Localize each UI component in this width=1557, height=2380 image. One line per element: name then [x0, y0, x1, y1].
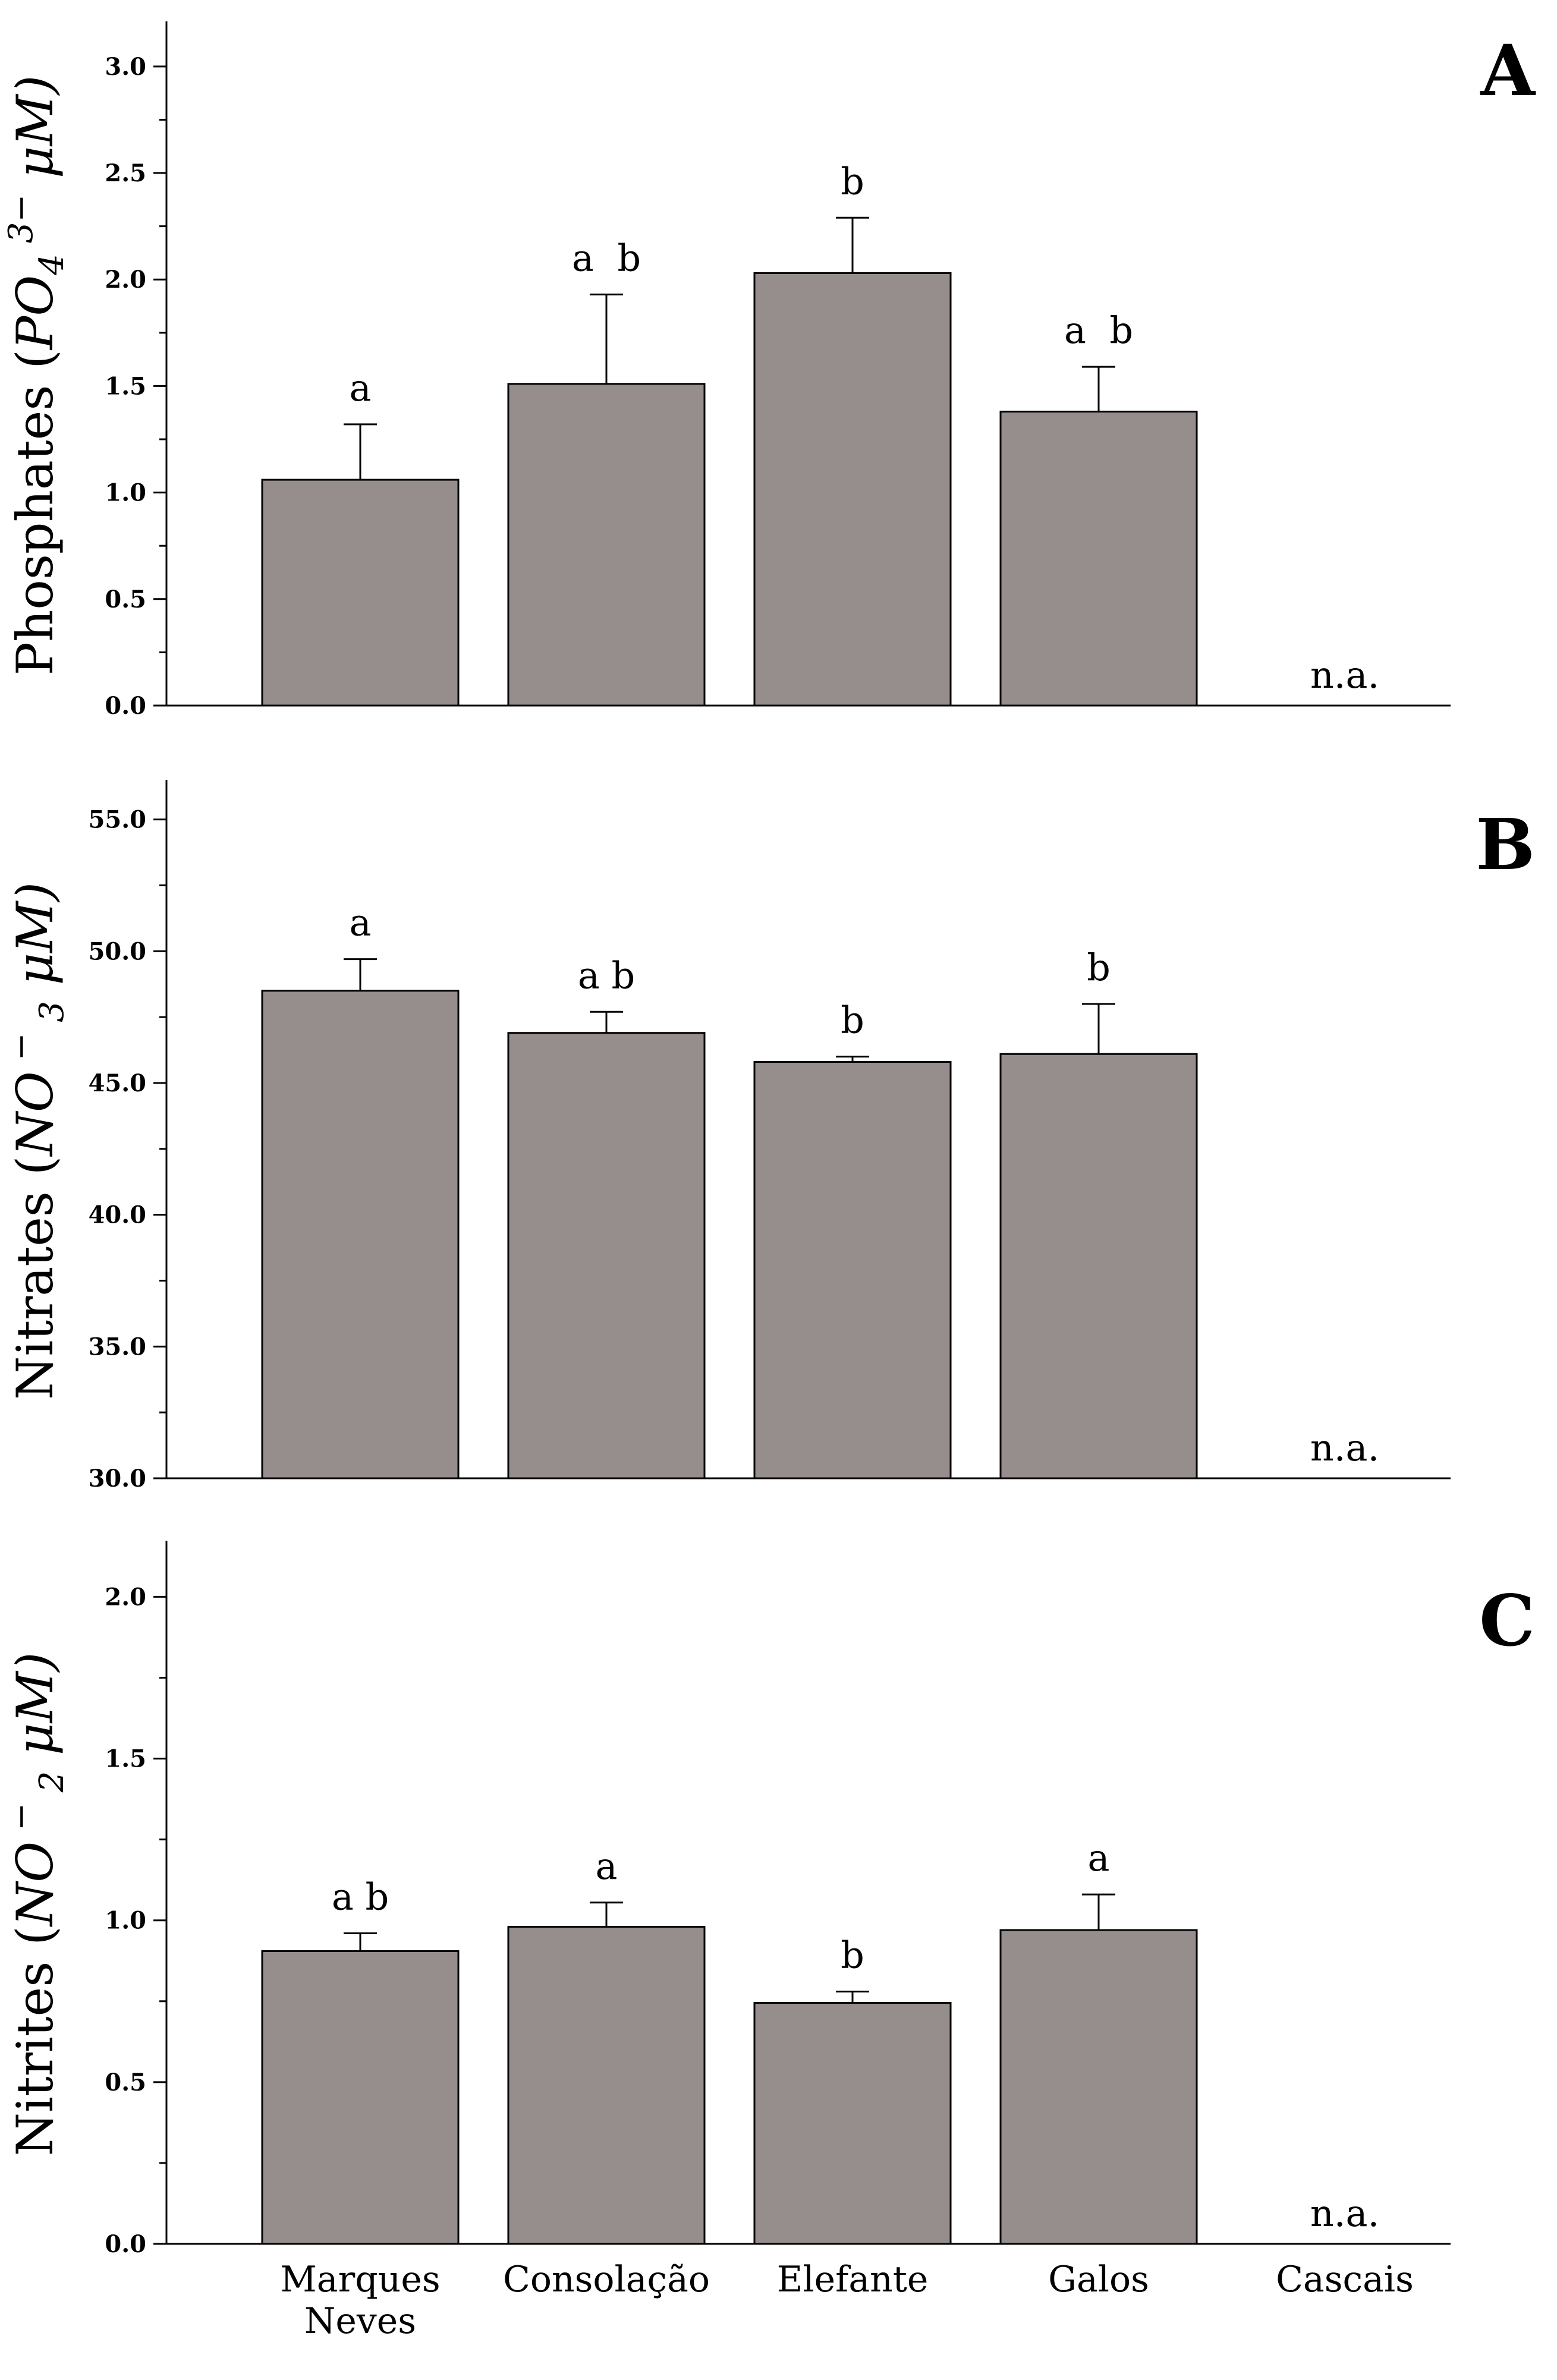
bar-a-1	[507, 383, 706, 707]
y-axis-title: Nitrites (NO − 2 μM)	[2, 1652, 71, 2157]
x-tick-label: Elefante	[777, 2259, 929, 2300]
x-tick-label: Marques Neves	[280, 2259, 440, 2342]
x-tick-label: Consolação	[503, 2259, 710, 2300]
y-axis-title: Nitrates (NO − 3 μM)	[2, 882, 71, 1400]
y-tick-label: 2.0	[105, 1583, 146, 1611]
bar-b-1	[507, 1032, 706, 1479]
y-tick-label: 45.0	[89, 1069, 146, 1097]
y-tick-label: 35.0	[89, 1333, 146, 1361]
bar-c-3	[999, 1929, 1198, 2245]
y-tick-label: 50.0	[89, 937, 146, 965]
significance-label: b	[841, 999, 864, 1042]
significance-label: a b	[1064, 308, 1133, 352]
panel-c: 0.0 0.5 1.0 1.5 2.0 Nitrites (NO − 2 μM) Ca b a…	[2, 1541, 1535, 2258]
na-label: n.a.	[1310, 2192, 1379, 2235]
y-tick-label: 1.0	[105, 479, 146, 507]
bar-c-1	[507, 1926, 706, 2245]
y-tick-label: 40.0	[89, 1201, 146, 1229]
significance-label: a	[350, 366, 372, 410]
panel-b: 30.0 35.0 40.0 45.0 50.0 55.0 Nitrates (NO − 3…	[2, 780, 1535, 1493]
bar-a-0	[261, 478, 460, 707]
bar-a-3	[999, 410, 1198, 707]
y-tick-label: 55.0	[89, 806, 146, 834]
bar-c-2	[753, 2002, 952, 2245]
significance-label: b	[841, 159, 864, 203]
significance-label: a b	[578, 953, 635, 997]
bar-b-2	[753, 1060, 952, 1479]
y-tick-label: 2.0	[105, 266, 146, 294]
na-label: n.a.	[1310, 653, 1379, 697]
significance-label: a	[1088, 1836, 1110, 1880]
x-category-labels: Marques Neves Consolação Elefante Galos Casca…	[280, 2259, 1414, 2342]
y-axis-title: Phosphates (PO4 3− μM)	[2, 75, 71, 676]
y-tick-label: 0.0	[105, 692, 146, 720]
significance-label: a	[596, 1844, 618, 1888]
significance-label: a b	[572, 236, 641, 279]
significance-label: b	[1087, 946, 1111, 989]
significance-label: a	[350, 901, 372, 945]
y-tick-label: 0.0	[105, 2230, 146, 2258]
bar-a-2	[753, 272, 952, 707]
significance-label: a b	[332, 1875, 389, 1918]
y-tick-label: 30.0	[89, 1465, 146, 1493]
bar-c-0	[261, 1950, 460, 2245]
panel-letter: B	[1476, 803, 1535, 886]
panel-letter: A	[1480, 29, 1536, 112]
significance-label: b	[841, 1933, 864, 1976]
y-tick-label: 1.5	[105, 1745, 146, 1773]
panel-letter: C	[1479, 1579, 1535, 1662]
panel-a: 0.0 0.5 1.0 1.5 2.0 2.5 3.0 Phosphates (PO4 3− …	[2, 21, 1536, 720]
y-tick-label: 2.5	[105, 159, 146, 187]
y-tick-label: 3.0	[105, 53, 146, 81]
bar-b-3	[999, 1053, 1198, 1479]
x-tick-label: Galos	[1048, 2259, 1149, 2300]
y-tick-label: 1.0	[105, 1907, 146, 1935]
x-tick-label: Cascais	[1276, 2259, 1414, 2300]
y-tick-label: 0.5	[105, 2069, 146, 2096]
na-label: n.a.	[1310, 1426, 1379, 1469]
bar-b-0	[261, 990, 460, 1479]
y-tick-label: 0.5	[105, 585, 146, 613]
y-tick-label: 1.5	[105, 372, 146, 400]
